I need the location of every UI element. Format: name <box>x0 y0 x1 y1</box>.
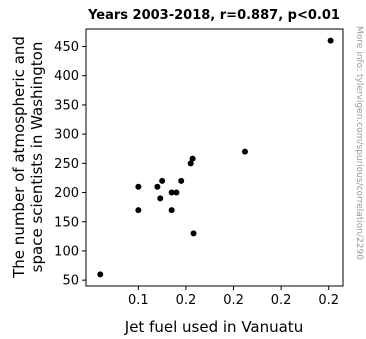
data-point <box>168 207 175 214</box>
x-tick-label: 0.2 <box>318 293 339 308</box>
y-tick-label: 400 <box>54 69 79 84</box>
data-point <box>154 183 161 190</box>
x-tick-label: 0.2 <box>223 293 244 308</box>
data-point <box>159 177 166 184</box>
y-tick-label: 450 <box>54 40 79 55</box>
source-watermark: More info: tylervigen.com/spurious/corre… <box>354 26 364 260</box>
data-point <box>97 271 104 278</box>
x-axis-label: Jet fuel used in Vanuatu <box>124 318 303 336</box>
data-point <box>178 177 185 184</box>
data-point <box>327 37 334 44</box>
y-axis-label-line2: space scientists in Washington <box>28 42 46 273</box>
y-axis-ticks: 50 100 150 200 250 300 350 400 450 <box>54 40 86 289</box>
x-tick-label: 0.2 <box>271 293 292 308</box>
data-point <box>241 148 248 155</box>
data-point <box>135 207 142 214</box>
y-tick-label: 50 <box>62 274 79 289</box>
data-point <box>173 189 180 196</box>
y-tick-label: 100 <box>54 244 79 259</box>
y-tick-label: 150 <box>54 215 79 230</box>
y-tick-label: 250 <box>54 157 79 172</box>
y-tick-label: 350 <box>54 98 79 113</box>
y-tick-label: 300 <box>54 128 79 143</box>
x-tick-label: 0.2 <box>176 293 197 308</box>
data-point <box>157 195 164 202</box>
data-point <box>190 230 197 237</box>
y-axis-label-line1: The number of atmospheric and <box>10 36 28 279</box>
data-point <box>189 155 196 162</box>
chart-title: Years 2003-2018, r=0.887, p<0.01 <box>87 8 340 23</box>
x-tick-label: 0.1 <box>128 293 149 308</box>
data-point <box>135 183 142 190</box>
data-point <box>187 160 194 167</box>
x-axis-ticks: 0.1 0.2 0.2 0.2 0.2 <box>128 286 339 308</box>
data-point <box>168 189 175 196</box>
y-tick-label: 200 <box>54 186 79 201</box>
plot-area <box>85 28 344 287</box>
data-points <box>97 37 334 278</box>
